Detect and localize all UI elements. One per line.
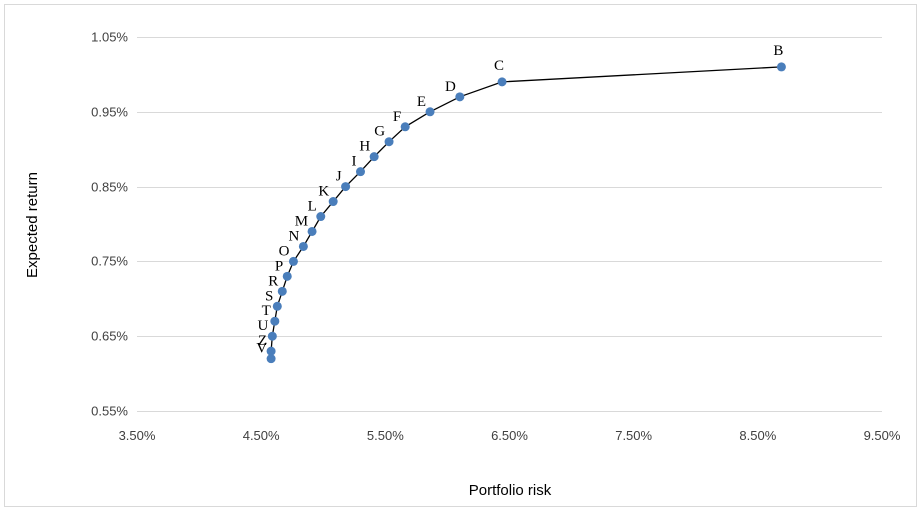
x-axis-tick-labels: 3.50% 4.50% 5.50% 6.50% 7.50% 8.50% 9.50% xyxy=(119,428,901,443)
data-point xyxy=(316,212,326,222)
x-tick-label: 3.50% xyxy=(119,428,156,443)
data-point xyxy=(277,286,287,296)
y-tick-label: 1.05% xyxy=(91,30,128,45)
data-point xyxy=(288,256,298,266)
data-point xyxy=(328,197,338,207)
point-label: E xyxy=(417,94,426,110)
data-point xyxy=(425,107,435,117)
point-label: N xyxy=(289,228,300,244)
point-label: V xyxy=(256,341,267,357)
point-label: B xyxy=(773,43,783,59)
chart-area xyxy=(4,4,917,507)
point-label: T xyxy=(262,303,271,319)
data-point xyxy=(455,92,465,102)
x-axis-title: Portfolio risk xyxy=(469,482,552,499)
data-point xyxy=(341,182,351,192)
y-tick-label: 0.65% xyxy=(91,329,128,344)
data-point xyxy=(282,271,292,281)
x-tick-label: 9.50% xyxy=(864,428,901,443)
point-label: U xyxy=(257,318,268,334)
point-label: R xyxy=(268,273,278,289)
series-layer xyxy=(266,62,786,364)
point-label: L xyxy=(308,199,317,215)
data-point xyxy=(497,77,507,87)
data-point xyxy=(272,301,282,311)
y-tick-label: 0.85% xyxy=(91,180,128,195)
point-label: D xyxy=(445,79,456,95)
point-label: G xyxy=(374,124,385,140)
x-tick-label: 5.50% xyxy=(367,428,404,443)
data-point xyxy=(369,152,379,162)
data-point xyxy=(776,62,786,72)
point-label: I xyxy=(352,154,357,170)
data-point xyxy=(307,226,317,236)
y-axis-tick-labels: 0.55% 0.65% 0.75% 0.85% 0.95% 1.05% xyxy=(91,30,128,419)
data-point xyxy=(266,346,276,356)
y-tick-label: 0.55% xyxy=(91,404,128,419)
point-label: S xyxy=(265,288,273,304)
point-label: H xyxy=(359,139,370,155)
frontier-line xyxy=(270,66,782,359)
point-label: F xyxy=(393,109,401,125)
x-tick-label: 7.50% xyxy=(615,428,652,443)
data-point xyxy=(266,354,276,364)
point-label: J xyxy=(336,169,342,185)
x-tick-label: 4.50% xyxy=(243,428,280,443)
data-point xyxy=(267,331,277,341)
y-tick-label: 0.95% xyxy=(91,105,128,120)
point-label: Z xyxy=(258,333,267,349)
point-label: K xyxy=(318,184,329,200)
x-tick-label: 6.50% xyxy=(491,428,528,443)
grid-layer xyxy=(137,37,882,412)
data-point xyxy=(356,167,365,177)
data-point xyxy=(270,316,280,326)
point-label: C xyxy=(494,58,504,74)
data-point xyxy=(298,241,308,251)
point-label: M xyxy=(295,213,308,229)
point-label: O xyxy=(279,243,290,259)
data-point xyxy=(400,122,410,132)
point-label: P xyxy=(275,258,283,274)
x-tick-label: 8.50% xyxy=(739,428,776,443)
y-axis-title: Expected return xyxy=(24,172,41,278)
y-tick-label: 0.75% xyxy=(91,254,128,269)
data-point xyxy=(384,137,394,147)
